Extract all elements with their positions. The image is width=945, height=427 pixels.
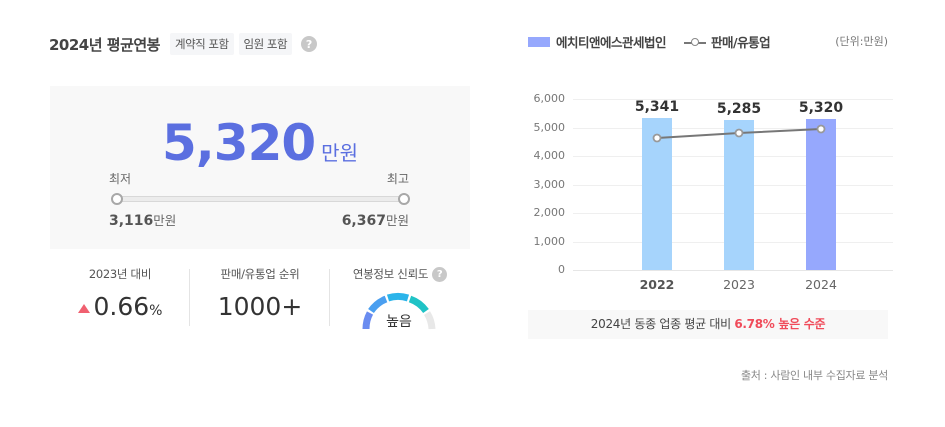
gridline	[573, 99, 893, 100]
y-tick: 3,000	[533, 177, 566, 191]
x-label-2024: 2024	[805, 277, 837, 292]
max-salary-unit: 만원	[385, 213, 409, 228]
divider	[329, 269, 330, 326]
average-salary-panel: 5,320 만원 최저 최고 3,116만원 6,367만원	[50, 86, 470, 249]
max-label: 최고	[386, 172, 409, 186]
legend-industry: 판매/유통업	[711, 35, 771, 50]
x-axis-line	[573, 270, 893, 271]
rank-stat: 판매/유통업 순위 1000+	[190, 266, 330, 321]
yoy-value: 0.66	[93, 292, 150, 321]
y-tick: 5,000	[533, 120, 566, 134]
line-point-icon[interactable]	[652, 133, 662, 143]
bar-legend-swatch-icon	[528, 36, 550, 47]
min-salary: 3,116만원	[109, 210, 176, 229]
max-salary-value: 6,367	[341, 213, 386, 229]
y-tick: 4,000	[533, 149, 566, 162]
y-tick: 2,000	[533, 206, 566, 219]
yoy-label: 2023년 대비	[88, 267, 152, 281]
bar-2023[interactable]	[724, 120, 754, 270]
bar-2024[interactable]	[806, 119, 836, 270]
reliability-value: 높음	[386, 314, 412, 330]
y-tick: 0	[558, 263, 565, 276]
bar-value-2023: 5,285	[716, 101, 762, 117]
min-marker-icon	[111, 193, 123, 205]
up-arrow-icon	[77, 304, 90, 313]
page-title: 2024년 평균연봉	[49, 35, 160, 54]
average-salary: 5,320 만원	[50, 114, 470, 172]
comparison-text: 2024년 동종 업종 평균 대비	[590, 317, 735, 331]
reliability-gauge-icon	[362, 293, 436, 330]
salary-header: 2024년 평균연봉 계약직 포함 임원 포함 ?	[49, 32, 318, 56]
yoy-value-wrap: 0.66%	[50, 292, 190, 321]
x-label-2022: 2022	[639, 277, 675, 292]
yoy-stat: 2023년 대비 0.66%	[50, 266, 190, 321]
help-icon[interactable]: ?	[301, 36, 318, 52]
salary-range-bar	[118, 196, 402, 202]
help-icon[interactable]: ?	[432, 266, 448, 282]
line-point-icon[interactable]	[816, 124, 826, 134]
rank-value: 1000+	[217, 292, 303, 321]
line-point-icon[interactable]	[734, 128, 744, 138]
y-tick: 1,000	[533, 234, 566, 248]
bar-value-2024: 5,320	[798, 100, 844, 116]
y-tick: 6,000	[533, 92, 566, 105]
bar-2022[interactable]	[642, 118, 672, 270]
rank-label: 판매/유통업 순위	[220, 267, 300, 281]
reliability-label-wrap: 연봉정보 신뢰도?	[330, 266, 470, 282]
unit-label: (단위:만원)	[835, 35, 888, 48]
max-salary: 6,367만원	[342, 210, 409, 229]
tag-contract-included: 계약직 포함	[169, 33, 234, 55]
reliability-label: 연봉정보 신뢰도	[352, 267, 429, 281]
average-salary-value: 5,320	[162, 114, 316, 172]
source-note: 출처 : 사람인 내부 수집자료 분석	[740, 369, 888, 382]
industry-line	[652, 124, 826, 143]
comparison-highlight: 6.78% 높은 수준	[734, 317, 826, 331]
x-label-2023: 2023	[723, 277, 755, 292]
reliability-stat: 연봉정보 신뢰도?	[330, 266, 470, 282]
min-salary-unit: 만원	[153, 213, 177, 228]
bar-value-2022: 5,341	[634, 99, 680, 115]
industry-comparison: 2024년 동종 업종 평균 대비 6.78% 높은 수준	[528, 310, 888, 339]
average-salary-unit: 만원	[321, 141, 358, 165]
chart-legend: 에치티앤에스관세법인 판매/유통업	[528, 32, 771, 51]
min-salary-value: 3,116	[109, 213, 154, 229]
line-legend-marker-icon	[684, 37, 707, 47]
min-label: 최저	[109, 172, 132, 186]
tag-executive-included: 임원 포함	[238, 33, 293, 55]
max-marker-icon	[398, 193, 410, 205]
yoy-unit: %	[149, 303, 163, 319]
legend-company: 에치티앤에스관세법인	[556, 35, 667, 50]
divider	[189, 269, 190, 326]
salary-chart: 6,000 5,000 4,000 3,000 2,000 1,000 0 5,…	[525, 88, 895, 298]
